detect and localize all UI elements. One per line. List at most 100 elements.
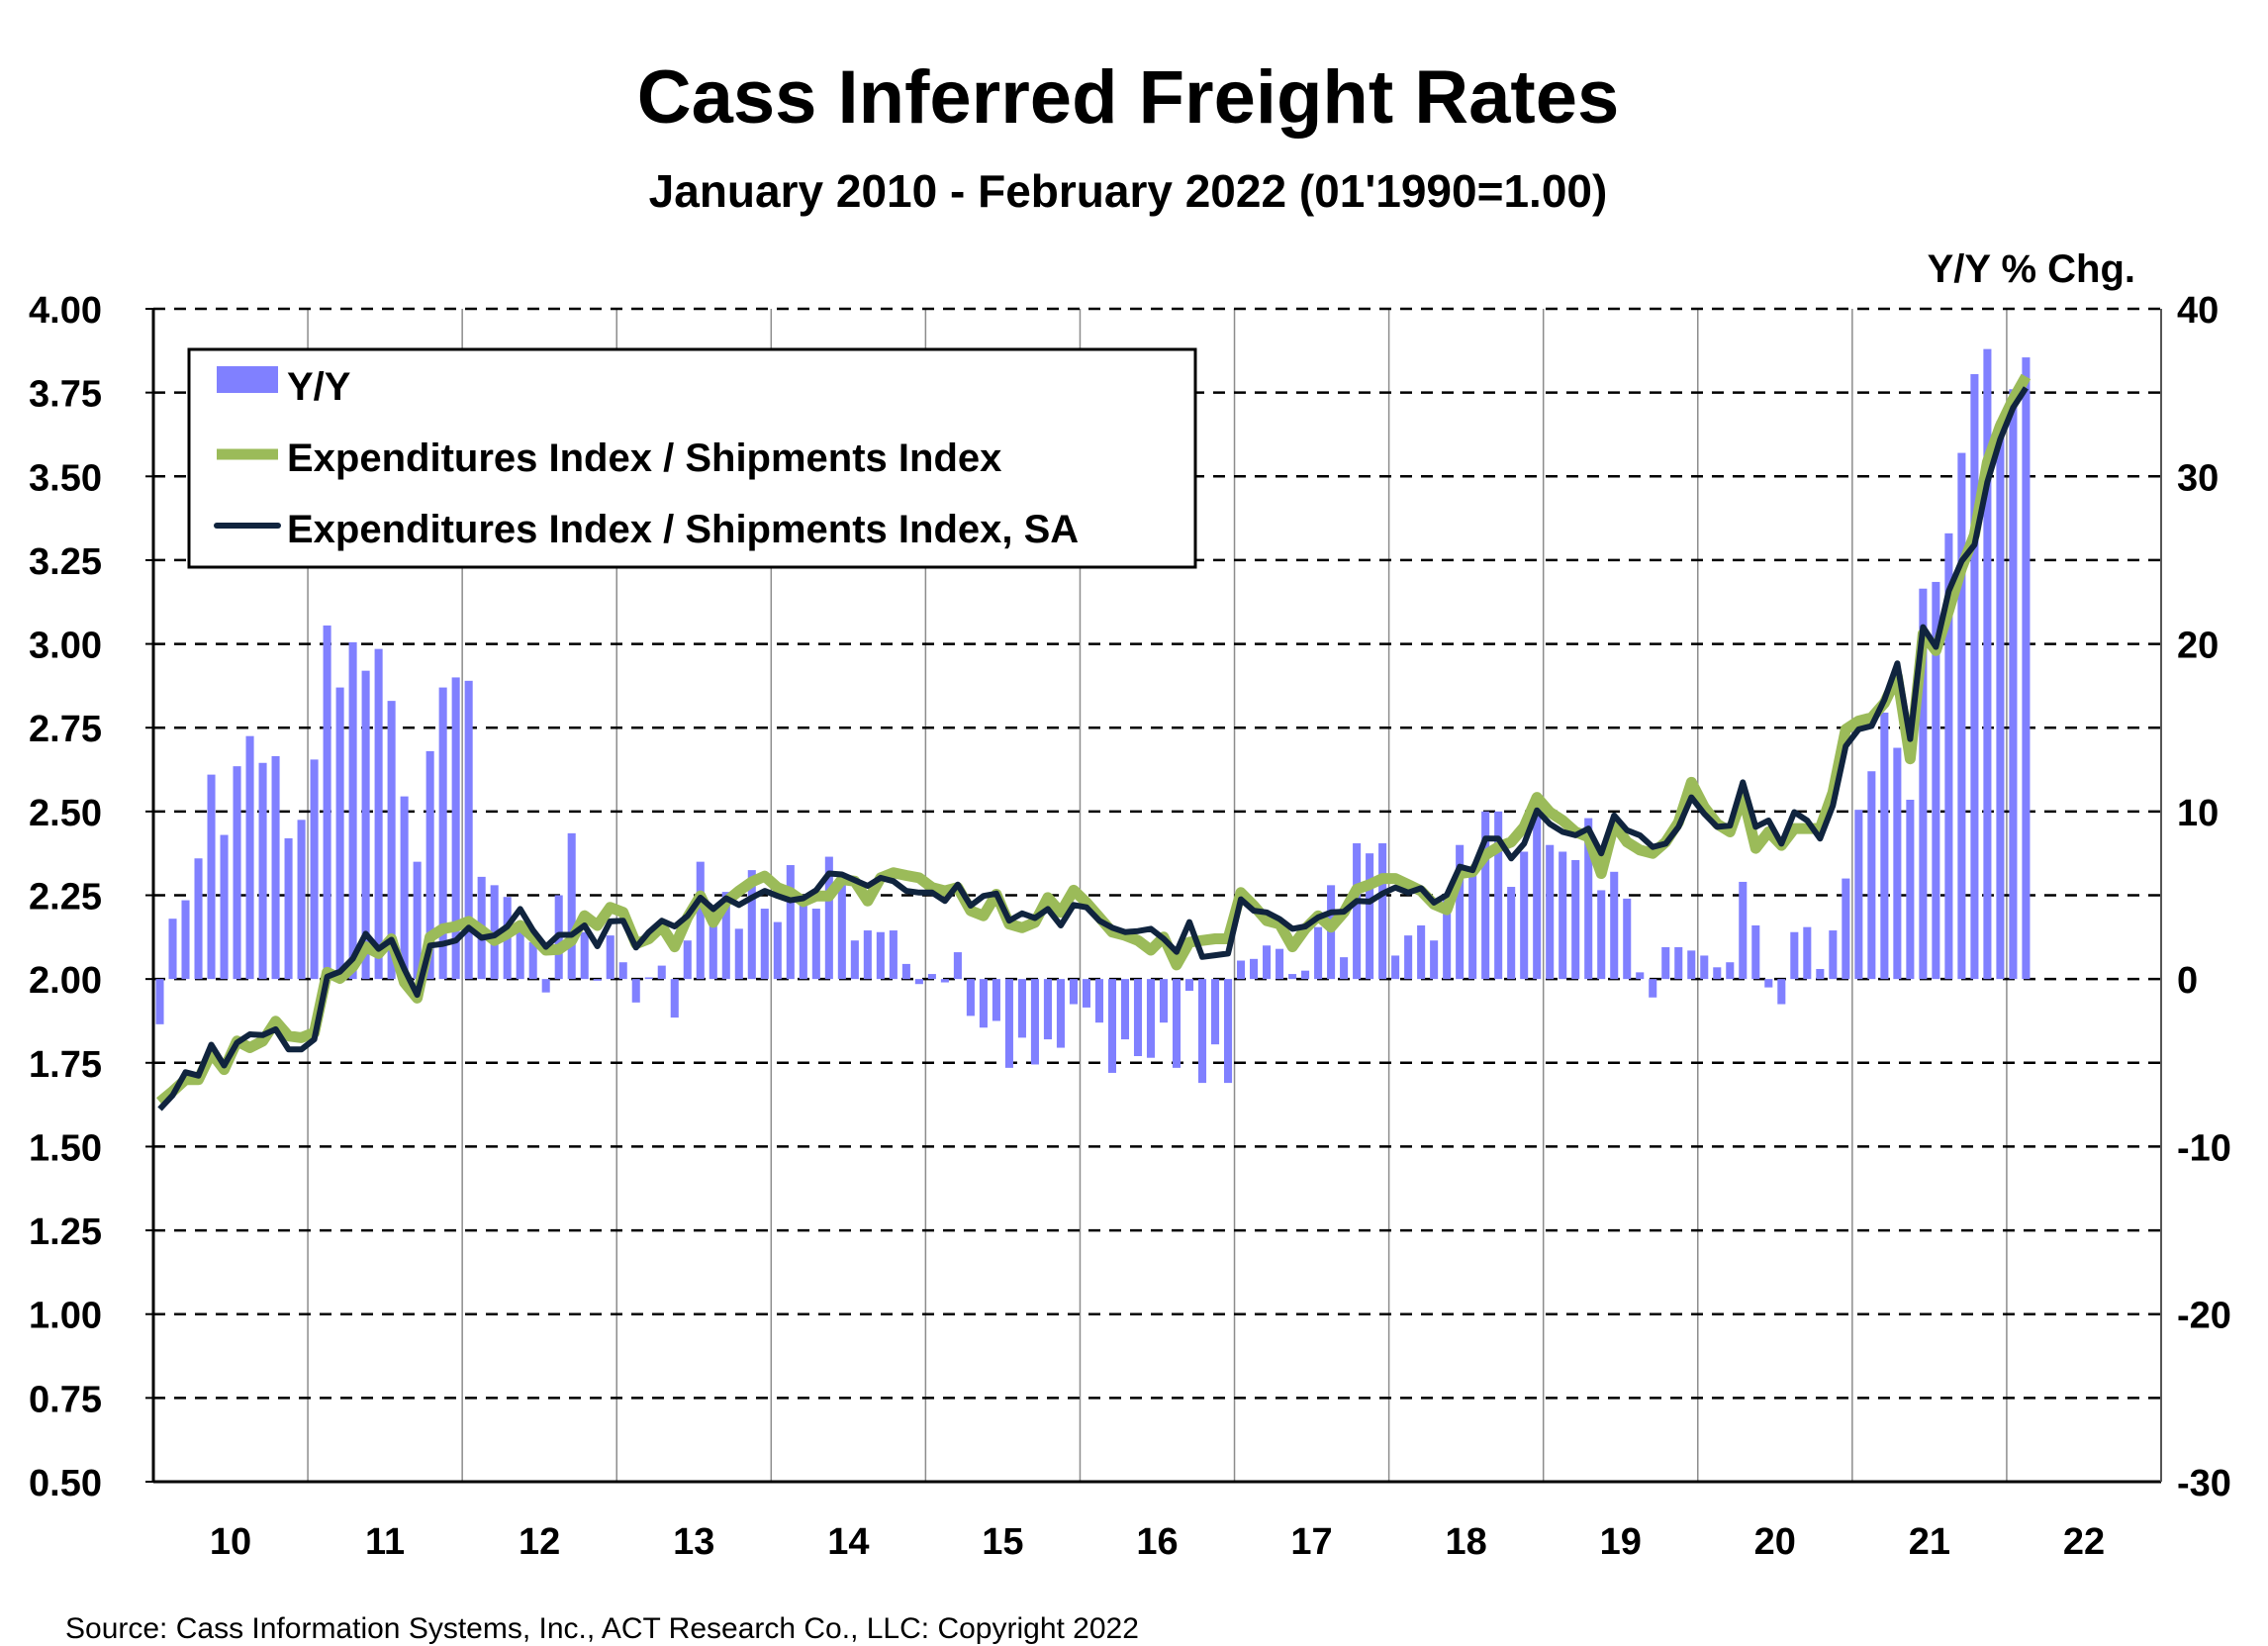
right-tick-label: 40 [2177, 290, 2219, 332]
yoy-bar [1133, 979, 1143, 1057]
yoy-bar [425, 750, 434, 980]
yoy-bar [863, 930, 872, 980]
yoy-bar [181, 900, 190, 980]
yoy-bar [1172, 979, 1181, 1068]
yoy-bar [631, 979, 640, 1003]
yoy-bar [1237, 960, 1246, 980]
yoy-bar [683, 940, 692, 980]
yoy-bar [1674, 946, 1683, 980]
yoy-bar [1404, 935, 1413, 980]
yoy-bar [1559, 851, 1567, 980]
yoy-bar [1430, 940, 1439, 980]
yoy-bar [1867, 771, 1876, 980]
yoy-bar [799, 895, 807, 980]
yoy-bar [233, 766, 241, 980]
yoy-bar [1661, 946, 1670, 980]
axes: 0.50 0.75 1.00 1.25 1.50 1.75 2.00 2.25 2.50 2.75… [29, 290, 2231, 1563]
yoy-bar [1082, 979, 1090, 1008]
yoy-bar [901, 963, 910, 980]
yoy-bar [1957, 452, 1966, 980]
legend-swatch-yoy [217, 366, 278, 393]
left-tick-label: 2.50 [29, 793, 102, 834]
yoy-bar [258, 762, 267, 980]
yoy-bar [1970, 374, 1979, 980]
yoy-bar [1636, 972, 1645, 980]
yoy-bar [1417, 924, 1426, 980]
yoy-bar [1944, 533, 1953, 980]
yoy-bar [1210, 979, 1220, 1045]
x-tick-label: 13 [673, 1521, 714, 1563]
legend-box [187, 347, 1197, 569]
yoy-bar [541, 979, 550, 993]
yoy-bar [1597, 890, 1606, 980]
left-tick-label: 1.25 [29, 1211, 102, 1253]
x-tick-label: 18 [1446, 1521, 1487, 1563]
yoy-bar [1829, 930, 1838, 980]
yoy-bar [1456, 844, 1465, 980]
yoy-bar [1520, 851, 1529, 980]
yoy-bar [1159, 979, 1169, 1023]
yoy-bar [451, 677, 460, 980]
yoy-bar [940, 979, 949, 983]
yoy-bar [1726, 962, 1735, 980]
yoy-bar [1507, 887, 1516, 980]
yoy-bar [168, 919, 177, 980]
yoy-bar [593, 979, 602, 981]
yoy-bar [786, 865, 795, 980]
yoy-bar [1906, 800, 1915, 980]
yoy-bar [670, 979, 679, 1018]
yoy-bar [1301, 970, 1310, 980]
yoy-bar [1017, 979, 1026, 1038]
yoy-bar [1533, 796, 1542, 980]
yoy-bar [927, 974, 936, 980]
yoy-bar [1584, 818, 1593, 980]
left-tick-label: 3.50 [29, 457, 102, 499]
yoy-bar [1276, 948, 1284, 980]
right-axis-label: Y/Y % Chg. [1928, 247, 2135, 291]
left-tick-label: 0.50 [29, 1463, 102, 1504]
yoy-bar [1854, 810, 1863, 980]
yoy-bar [1777, 979, 1786, 1005]
left-tick-label: 2.75 [29, 709, 102, 750]
yoy-bar [1107, 979, 1117, 1073]
yoy-bar [1996, 421, 2005, 980]
yoy-bar [387, 701, 396, 980]
yoy-bar [811, 909, 820, 980]
index-sa-line [157, 386, 2029, 1112]
right-tick-label: 0 [2177, 960, 2198, 1002]
yoy-bar [1069, 979, 1078, 1005]
yoy-bar [773, 921, 782, 980]
legend: Y/Y Expenditures Index / Shipments Index E… [187, 347, 1197, 569]
yoy-bar [1751, 924, 1760, 980]
left-tick-label: 3.00 [29, 626, 102, 667]
yoy-bar [348, 641, 357, 980]
yoy-bar [914, 979, 923, 985]
yoy-bar [1391, 955, 1400, 980]
yoy-bar [580, 931, 589, 980]
yoy-bar [1700, 955, 1709, 980]
x-tick-label: 20 [1754, 1521, 1796, 1563]
left-tick-label: 2.00 [29, 960, 102, 1002]
yoy-bar [1919, 588, 1928, 980]
yoy-bar [837, 883, 846, 980]
left-tick-label: 0.75 [29, 1379, 102, 1420]
x-tick-label: 19 [1600, 1521, 1642, 1563]
yoy-bar [284, 837, 293, 980]
x-tick-label: 10 [210, 1521, 251, 1563]
yoy-bar [1983, 348, 1992, 980]
yoy-bar [516, 921, 524, 980]
yoy-bar [1094, 979, 1104, 1023]
yoy-bar [323, 625, 331, 980]
right-tick-label: -30 [2177, 1463, 2231, 1504]
index-lines [155, 373, 2032, 1112]
right-tick-label: 20 [2177, 626, 2219, 667]
left-tick-label: 3.75 [29, 374, 102, 416]
yoy-bar [438, 687, 447, 980]
yoy-bar [400, 796, 409, 980]
yoy-bar [567, 832, 576, 980]
yoy-bar [1893, 747, 1902, 980]
source-note: Source: Cass Information Systems, Inc., … [65, 1612, 1139, 1645]
yoy-bar [1739, 881, 1748, 980]
yoy-bar [207, 774, 216, 980]
yoy-bar [1197, 979, 1207, 1084]
